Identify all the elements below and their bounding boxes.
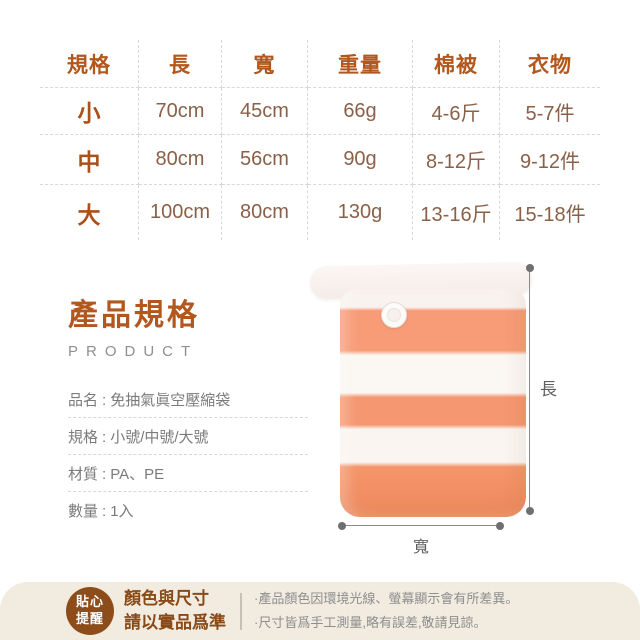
detail-label: 規格 [68,429,99,446]
detail-row-name: 品名: 免抽氣眞空壓縮袋 [68,381,308,418]
product-info-section: 產品規格 PRODUCT 品名: 免抽氣眞空壓縮袋 規格: 小號/中號/大號 材質:… [68,290,308,528]
headline-line: 顏色與尺寸 [124,589,209,609]
note-line: ·產品顏色因環境光線、螢幕顯示會有所差異。 [254,590,519,606]
detail-value: 免抽氣眞空壓縮袋 [110,392,231,409]
table-cell-length: 70cm [139,88,222,135]
width-label: 寬 [412,539,429,556]
headline-line: 請以實品爲準 [124,613,226,632]
product-detail-list: 品名: 免抽氣眞空壓縮袋 規格: 小號/中號/大號 材質: PA、PE 數量:1入 [68,381,308,528]
table-header-size: 規格 [40,40,139,88]
table-header-length: 長 [139,40,222,88]
detail-label: 品名 [68,392,99,409]
width-dimension-line [338,521,504,530]
table-cell-weight: 130g [308,185,413,240]
detail-label: 數量 [68,503,99,520]
table-cell-weight: 90g [308,135,413,185]
reminder-badge: 貼心 提醒 [66,587,114,635]
detail-label: 材質 [68,466,99,483]
badge-line: 提醒 [75,611,104,626]
product-photo: 長 寬 [300,255,600,560]
length-dimension-line [525,264,534,515]
section-subtitle: PRODUCT [68,343,199,360]
air-valve-icon [381,302,407,328]
table-cell-quilt: 13-16斤 [413,185,500,240]
table-cell-length: 100cm [139,185,222,240]
badge-line: 貼心 [75,594,104,610]
table-cell-width: 56cm [222,135,308,185]
colon: : [102,466,107,483]
dimension-endpoint-dot [525,507,534,515]
detail-value: 小號/中號/大號 [110,429,209,446]
colon: : [102,503,107,520]
table-header-quilt: 棉被 [413,40,500,88]
length-label: 長 [540,380,557,399]
table-cell-width: 80cm [222,185,308,240]
table-cell-weight: 66g [308,88,413,135]
note-line: ·尺寸皆爲手工測量,略有誤差,敬請見諒。 [254,615,487,630]
vertical-divider [240,592,242,630]
table-cell-clothing: 15-18件 [514,204,586,226]
table-cell-width: 45cm [222,88,308,135]
dimension-endpoint-dot [338,521,346,530]
dimension-endpoint-dot [496,521,504,530]
table-header-weight: 重量 [308,40,413,88]
detail-row-quantity: 數量:1入 [68,492,308,528]
table-cell-size: 大 [40,185,139,240]
table-cell-clothing: 9-12件 [500,135,600,185]
table-cell-length: 80cm [139,135,222,185]
table-header-width: 寬 [222,40,308,88]
compression-bag-image [340,289,526,517]
notice-headline: 顏色與尺寸 請以實品爲準 [124,587,226,635]
notice-notes: ·產品顏色因環境光線、螢幕顯示會有所差異。 ·尺寸皆爲手工測量,略有誤差,敬請見… [254,587,518,635]
table-cell-clothing: 5-7件 [500,88,600,135]
detail-value: 1入 [110,503,134,520]
table-cell-size: 小 [40,88,139,135]
notice-bar: 貼心 提醒 顏色與尺寸 請以實品爲準 ·產品顏色因環境光線、螢幕顯示會有所差異。… [0,582,640,640]
colon: : [102,429,107,446]
detail-row-material: 材質: PA、PE [68,455,308,492]
detail-value: PA、PE [110,466,165,483]
size-spec-table: 規格 長 寬 重量 棉被 衣物 小 70cm 45cm 66g 4-6斤 5-7… [40,40,600,240]
table-header-clothing: 衣物 [500,40,600,88]
table-cell-quilt: 8-12斤 [413,135,500,185]
table-cell-size: 中 [40,135,139,185]
colon: : [102,392,107,409]
dimension-endpoint-dot [525,264,534,272]
table-cell-quilt: 4-6斤 [413,88,500,135]
detail-row-spec: 規格: 小號/中號/大號 [68,418,308,455]
section-title: 產品規格 [68,299,200,332]
